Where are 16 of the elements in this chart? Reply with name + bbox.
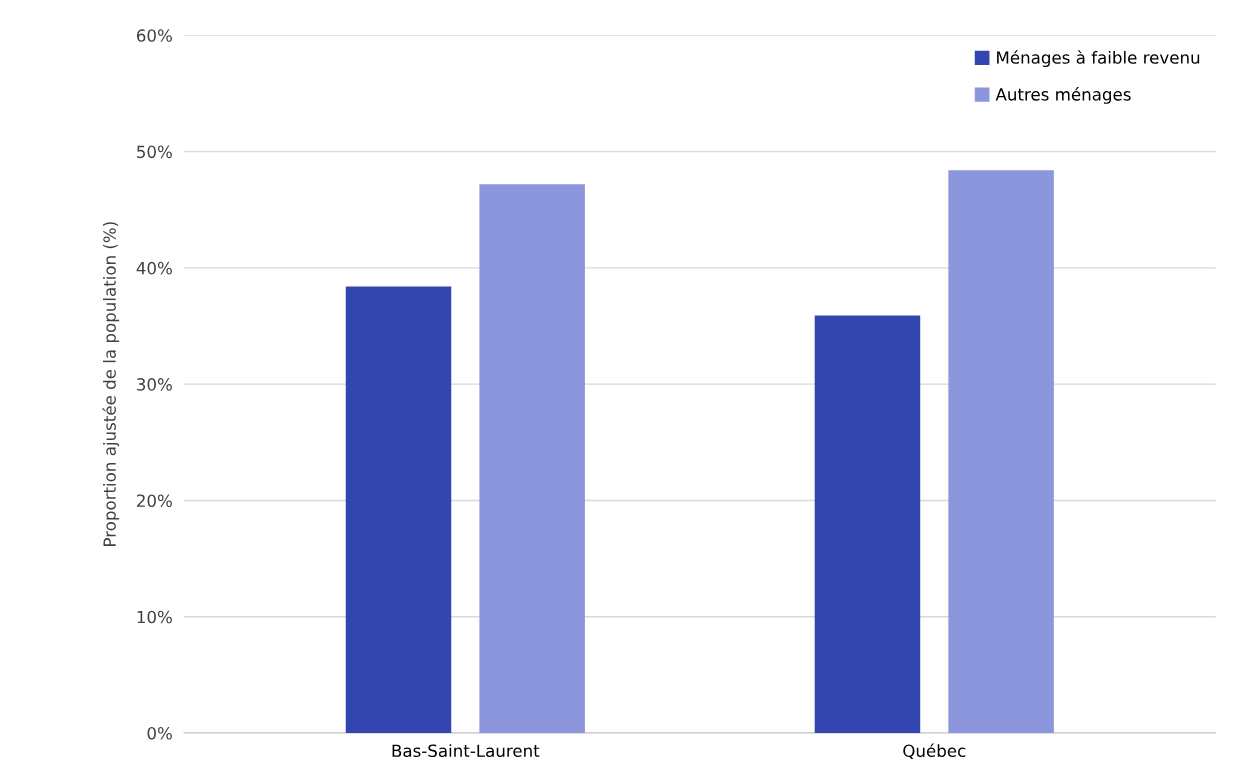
y-tick-label: 10% <box>137 610 172 624</box>
bar <box>948 170 1054 734</box>
y-tick-label: 20% <box>137 494 172 508</box>
y-tick-label: 60% <box>136 29 172 42</box>
bar <box>345 286 452 734</box>
x-tick-label: Bas-Saint-Laurent <box>392 744 540 758</box>
y-tick-label: 50% <box>137 145 172 159</box>
y-tick-label: 40% <box>136 261 172 275</box>
x-tick-label: Québec <box>903 743 966 759</box>
bar <box>479 184 585 734</box>
bar <box>814 315 921 734</box>
y-tick-label: 0% <box>147 727 172 740</box>
legend-label: Ménages à faible revenu <box>997 50 1200 68</box>
y-tick-label: 30% <box>137 378 172 391</box>
legend-label: Autres ménages <box>995 87 1131 104</box>
y-axis-title: Proportion ajustée de la population (%) <box>102 222 120 546</box>
